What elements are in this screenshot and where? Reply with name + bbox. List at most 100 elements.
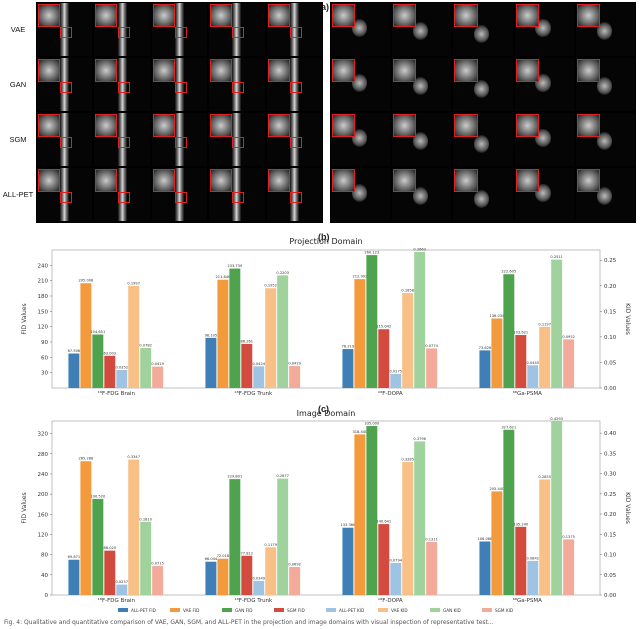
projection-thumbnail	[209, 3, 265, 56]
bar	[128, 459, 140, 595]
left-tick-label: 40	[41, 573, 48, 579]
bar	[426, 541, 438, 595]
reconstruction-thumbnail	[453, 3, 513, 56]
bar-value-label: 0.1197	[538, 322, 551, 326]
bar-value-label: 73.626	[479, 346, 492, 350]
category-label: ¹⁸F-FDG Trunk	[234, 597, 273, 604]
bar	[402, 462, 414, 595]
projection-thumbnail	[209, 113, 265, 166]
right-tick-label: 0.05	[604, 360, 617, 366]
category-label: ¹⁸F-DOPA	[378, 390, 403, 397]
category-label: ¹⁸F-FDG Brain	[98, 390, 136, 397]
plot-frame	[51, 249, 601, 389]
bar-value-label: 88.020	[104, 546, 117, 550]
bar	[414, 251, 426, 388]
figure-caption: Fig. 4: Qualitative and quantitative com…	[4, 619, 494, 626]
reconstruction-thumbnail	[331, 3, 391, 56]
bar-value-label: 190.520	[90, 494, 106, 498]
bar	[539, 479, 551, 595]
bar-value-label: 0.2203	[276, 271, 289, 275]
legend-entry: SGM KID	[495, 608, 513, 613]
bar-value-label: 133.366	[340, 523, 356, 527]
bar-value-label: 0.3285	[401, 458, 414, 462]
bar	[539, 326, 551, 388]
projection-thumbnail	[94, 168, 150, 221]
bar-value-label: 104.651	[90, 330, 105, 334]
bar-value-label: 205.440	[489, 487, 505, 491]
category-label: ⁶⁸Ga-PSMA	[513, 597, 543, 604]
bar-value-label: 0.3347	[127, 455, 140, 459]
bar-value-label: 0.1997	[127, 281, 140, 285]
left-tick-label: 0	[45, 593, 49, 599]
category-label: ¹⁸F-FDG Trunk	[234, 390, 273, 397]
category-label: ⁶⁸Ga-PSMA	[513, 390, 543, 397]
bar-value-label: 0.0424	[252, 362, 265, 366]
bar	[277, 478, 289, 595]
projection-thumbnail	[151, 113, 208, 166]
projection-thumbnail	[94, 58, 150, 111]
bar	[229, 479, 241, 595]
right-tick-label: 0.20	[604, 284, 617, 290]
bar-value-label: 229.801	[227, 475, 242, 479]
bar	[527, 560, 539, 595]
bar-value-label: 77.812	[241, 551, 254, 555]
bar	[551, 421, 563, 595]
reconstruction-thumbnail	[392, 3, 452, 56]
left-tick-label: 280	[38, 452, 49, 458]
reconstruction-thumbnail	[331, 113, 391, 166]
left-tick-label: 240	[38, 263, 49, 269]
legend-entry: VAE FID	[183, 608, 199, 613]
bar-value-label: 0.1179	[264, 543, 277, 547]
bar-value-label: 0.0275	[389, 369, 402, 373]
left-tick-label: 120	[38, 325, 49, 331]
reconstruction-thumbnail	[514, 168, 574, 221]
row-label-vae: VAE	[10, 25, 26, 34]
projection-thumbnail	[266, 113, 322, 166]
projection-thumbnail	[266, 3, 322, 56]
bar-value-label: 0.3796	[413, 437, 426, 441]
bar	[104, 550, 116, 595]
projection-thumbnail	[151, 58, 208, 111]
bar-value-label: 69.871	[68, 555, 81, 559]
right-tick-label: 0.00	[604, 386, 617, 392]
bar	[217, 279, 229, 388]
left-tick-label: 210	[38, 279, 49, 285]
left-tick-label: 160	[38, 512, 49, 518]
bar	[563, 539, 575, 595]
reconstruction-thumbnail	[514, 58, 574, 111]
bar	[68, 559, 80, 595]
bar	[152, 566, 164, 595]
projection-image-gallery	[36, 2, 323, 223]
reconstruction-thumbnail	[575, 113, 635, 166]
reconstruction-thumbnail	[514, 113, 574, 166]
projection-thumbnail	[266, 168, 322, 221]
bar	[491, 491, 503, 595]
projection-thumbnail	[37, 3, 93, 56]
y-axis-label-right: KID Values	[624, 492, 631, 524]
right-tick-label: 0.10	[604, 335, 617, 341]
bar	[205, 561, 217, 595]
bar	[265, 547, 277, 595]
bar-value-label: 0.0774	[425, 344, 438, 348]
row-label-sgm: SGM	[9, 135, 27, 144]
bar-value-label: 0.0429	[288, 362, 301, 366]
bar	[128, 285, 140, 388]
category-label: ¹⁸F-DOPA	[378, 597, 403, 604]
bar-value-label: 0.0419	[151, 362, 164, 366]
right-tick-label: 0.20	[604, 512, 617, 518]
projection-thumbnail	[37, 58, 93, 111]
legend-entry: ALL-PET KID	[339, 608, 364, 613]
bar-value-label: 205.008	[78, 279, 94, 283]
bar	[515, 526, 527, 595]
left-tick-label: 180	[38, 294, 49, 300]
bar	[378, 524, 390, 595]
bar	[527, 365, 539, 388]
legend-swatch	[118, 608, 128, 612]
reconstruction-thumbnail	[331, 58, 391, 111]
bar	[402, 293, 414, 388]
legend-swatch	[482, 608, 492, 612]
reconstruction-thumbnail	[514, 3, 574, 56]
bar	[563, 339, 575, 388]
reconstruction-thumbnail	[575, 168, 635, 221]
panel-a-label: (a)	[318, 2, 329, 12]
